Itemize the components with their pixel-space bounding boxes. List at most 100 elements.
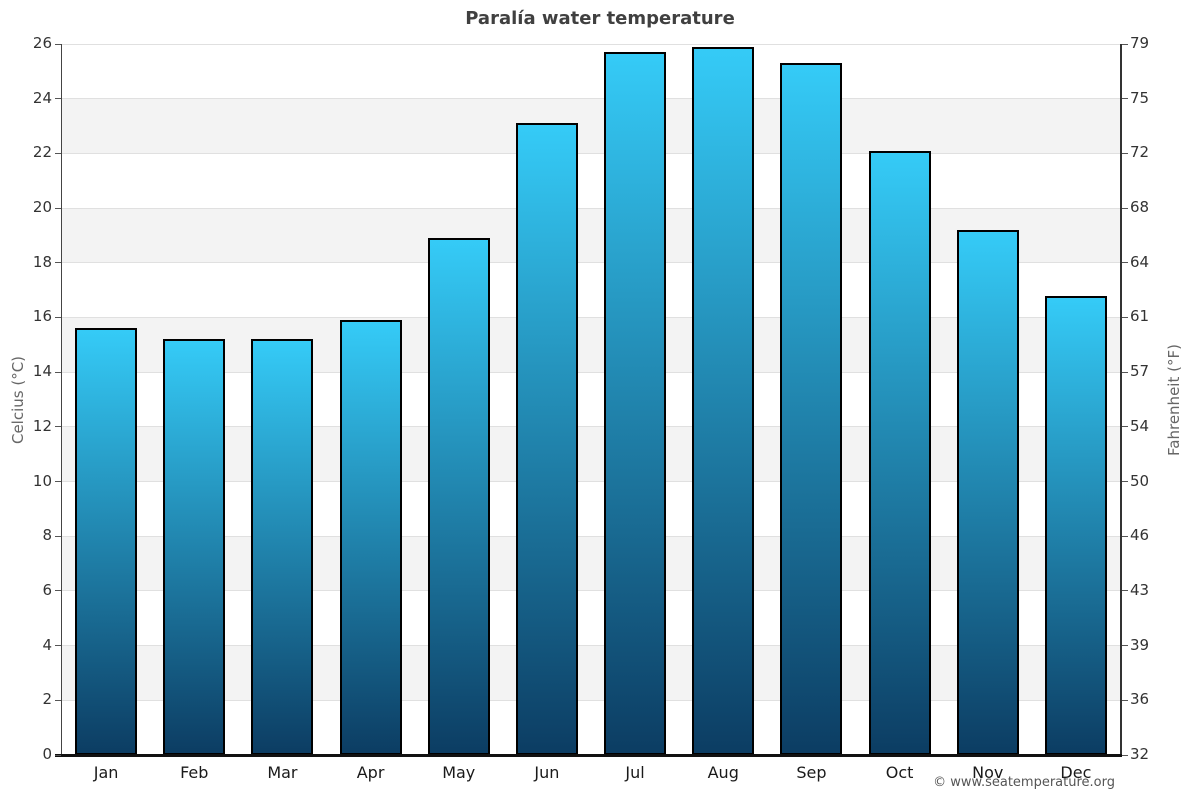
celsius-tick-mark xyxy=(55,207,61,209)
month-label-apr: Apr xyxy=(356,763,385,782)
celsius-tick-label: 8 xyxy=(42,526,52,545)
month-label-dec: Dec xyxy=(1060,763,1092,782)
celsius-tick-label: 6 xyxy=(42,580,52,599)
month-label-oct: Oct xyxy=(885,763,914,782)
gridline xyxy=(62,98,1120,100)
fahrenheit-tick-label: 50 xyxy=(1130,471,1150,490)
fahrenheit-tick-label: 64 xyxy=(1130,252,1150,271)
month-label-jul: Jul xyxy=(625,763,645,782)
gridline xyxy=(62,590,1120,592)
celsius-tick-mark xyxy=(55,371,61,373)
celsius-tick-label: 16 xyxy=(32,307,52,326)
gridline xyxy=(62,645,1120,647)
celsius-tick-mark xyxy=(55,481,61,483)
fahrenheit-tick-mark xyxy=(1122,262,1128,264)
plot-band xyxy=(62,98,1120,154)
plot-band xyxy=(62,44,1120,99)
celsius-tick-label: 18 xyxy=(32,252,52,271)
plot-band xyxy=(62,262,1120,318)
fahrenheit-tick-mark xyxy=(1122,535,1128,537)
bar-feb xyxy=(163,339,226,755)
plot-band xyxy=(62,645,1120,701)
celsius-tick-label: 14 xyxy=(32,362,52,381)
celsius-tick-label: 22 xyxy=(32,143,52,162)
fahrenheit-tick-label: 79 xyxy=(1130,34,1150,52)
gridline xyxy=(62,699,1120,701)
plot-band xyxy=(62,317,1120,373)
fahrenheit-tick-mark xyxy=(1122,371,1128,373)
fahrenheit-tick-label: 32 xyxy=(1130,745,1150,763)
fahrenheit-tick-mark xyxy=(1122,316,1128,318)
plot-band xyxy=(62,700,1120,755)
bar-apr xyxy=(339,320,402,755)
bar-may xyxy=(427,238,490,755)
bar-jul xyxy=(604,52,667,755)
plot-band xyxy=(62,372,1120,427)
left-axis-line xyxy=(61,44,62,755)
gridline xyxy=(62,481,1120,483)
plot-band xyxy=(62,153,1120,209)
celsius-tick-mark xyxy=(55,316,61,318)
gridline xyxy=(62,426,1120,428)
gridline xyxy=(62,262,1120,264)
fahrenheit-tick-mark xyxy=(1122,754,1128,756)
bar-mar xyxy=(251,339,314,755)
gridline xyxy=(62,316,1120,318)
bottom-axis-line xyxy=(55,754,1122,757)
right-axis-line xyxy=(1120,44,1122,755)
plot-band xyxy=(62,590,1120,646)
celsius-tick-mark xyxy=(55,98,61,100)
fahrenheit-tick-label: 68 xyxy=(1130,198,1150,217)
celsius-tick-label: 12 xyxy=(32,416,52,435)
fahrenheit-tick-mark xyxy=(1122,590,1128,592)
bar-nov xyxy=(956,229,1019,755)
fahrenheit-tick-label: 36 xyxy=(1130,690,1150,709)
plot-band xyxy=(62,536,1120,591)
fahrenheit-tick-mark xyxy=(1122,207,1128,209)
fahrenheit-tick-label: 54 xyxy=(1130,416,1150,435)
fahrenheit-tick-label: 57 xyxy=(1130,362,1150,381)
bar-sep xyxy=(780,63,843,755)
bar-aug xyxy=(692,46,755,755)
fahrenheit-tick-label: 72 xyxy=(1130,143,1150,162)
fahrenheit-tick-mark xyxy=(1122,43,1128,45)
month-label-feb: Feb xyxy=(180,763,209,782)
month-label-may: May xyxy=(442,763,476,782)
celsius-tick-label: 2 xyxy=(42,690,52,709)
fahrenheit-tick-label: 39 xyxy=(1130,635,1150,654)
celsius-tick-mark xyxy=(55,699,61,701)
month-label-sep: Sep xyxy=(796,763,827,782)
plot-band xyxy=(62,481,1120,537)
fahrenheit-tick-label: 46 xyxy=(1130,526,1150,545)
month-label-nov: Nov xyxy=(972,763,1004,782)
month-label-mar: Mar xyxy=(267,763,298,782)
bar-jun xyxy=(515,123,578,755)
gridline xyxy=(62,207,1120,209)
celsius-tick-label: 24 xyxy=(32,88,52,107)
fahrenheit-tick-mark xyxy=(1122,98,1128,100)
celsius-tick-mark xyxy=(55,645,61,647)
celsius-tick-mark xyxy=(55,754,61,756)
celsius-tick-label: 0 xyxy=(42,745,52,763)
gridline xyxy=(62,152,1120,154)
fahrenheit-tick-label: 43 xyxy=(1130,580,1150,599)
fahrenheit-tick-mark xyxy=(1122,699,1128,701)
bar-oct xyxy=(868,150,931,755)
celsius-tick-mark xyxy=(55,590,61,592)
gridline xyxy=(62,371,1120,373)
fahrenheit-tick-mark xyxy=(1122,426,1128,428)
gridline xyxy=(62,43,1120,45)
celsius-tick-label: 4 xyxy=(42,635,52,654)
fahrenheit-tick-label: 75 xyxy=(1130,88,1150,107)
fahrenheit-tick-mark xyxy=(1122,152,1128,154)
gridline xyxy=(62,535,1120,537)
fahrenheit-tick-mark xyxy=(1122,645,1128,647)
celsius-tick-label: 20 xyxy=(32,198,52,217)
fahrenheit-tick-mark xyxy=(1122,481,1128,483)
fahrenheit-axis-label: Fahrenheit (°F) xyxy=(1165,344,1183,456)
celsius-tick-mark xyxy=(55,43,61,45)
celsius-tick-label: 26 xyxy=(32,34,52,52)
fahrenheit-tick-label: 61 xyxy=(1130,307,1150,326)
copyright: © www.seatemperature.org xyxy=(933,775,1115,790)
